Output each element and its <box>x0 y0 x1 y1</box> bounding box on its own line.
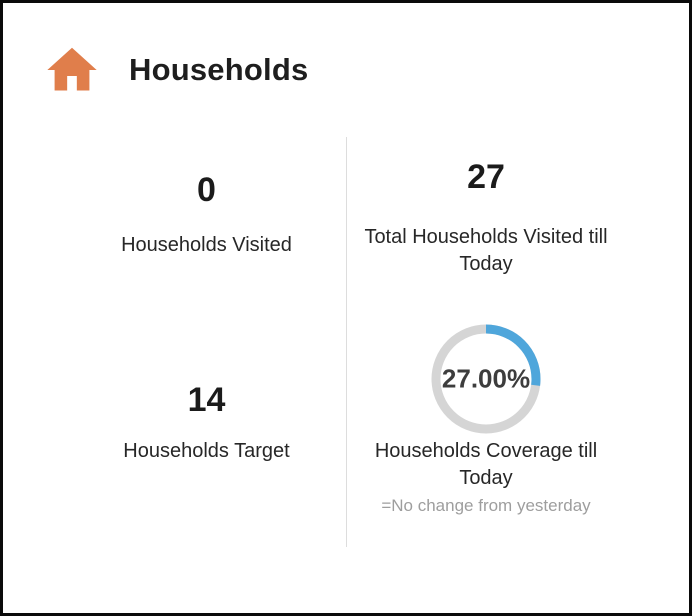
coverage-donut-gauge: 27.00% <box>431 324 541 434</box>
stat-households-target: 14 Households Target <box>123 259 289 465</box>
card-body: 0 Households Visited 14 Households Targe… <box>67 137 625 547</box>
gauge-progress-arc <box>431 324 541 434</box>
stat-households-visited: 0 Households Visited <box>121 137 292 259</box>
stat-total-households-visited: 27 Total Households Visited till Today <box>360 137 612 278</box>
households-target-value: 14 <box>187 381 226 419</box>
home-icon <box>43 41 101 99</box>
left-column: 0 Households Visited 14 Households Targe… <box>67 137 346 547</box>
total-households-visited-label: Total Households Visited till Today <box>364 226 608 275</box>
households-visited-label: Households Visited <box>121 234 292 256</box>
total-households-visited-value: 27 <box>467 158 505 196</box>
households-target-label: Households Target <box>123 440 290 462</box>
card-title: Households <box>129 52 309 87</box>
coverage-delta-note: =No change from yesterday <box>381 496 591 515</box>
right-column: 27 Total Households Visited till Today 2… <box>346 137 625 547</box>
card-header: Households <box>3 3 689 99</box>
coverage-caption: Households Coverage till Today <box>374 440 598 489</box>
households-visited-value: 0 <box>197 171 216 209</box>
coverage-percent-label: 27.00% <box>441 363 531 394</box>
